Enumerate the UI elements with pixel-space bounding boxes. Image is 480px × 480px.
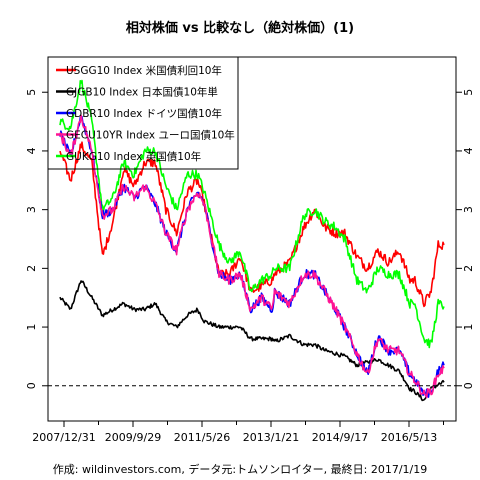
y-tick-label-left: 5 <box>25 89 38 96</box>
y-tick-label-right: 1 <box>462 324 475 331</box>
y-tick-label-right: 0 <box>462 382 475 389</box>
series-line-1 <box>59 280 445 402</box>
y-tick-label-right: 5 <box>462 89 475 96</box>
y-tick-label-right: 2 <box>462 265 475 272</box>
y-tick-label-left: 3 <box>25 206 38 213</box>
series-line-4 <box>59 79 445 349</box>
y-tick-label-right: 4 <box>462 147 475 154</box>
legend-label-4: GUKG10 Index 英国債10年 <box>66 150 201 163</box>
plot-frame <box>47 56 457 422</box>
caption: 作成: wildinvestors.com, データ元:トムソンロイター, 最終… <box>53 462 427 476</box>
series-line-3 <box>59 114 445 399</box>
legend-label-3: GECU10YR Index ユーロ国債10年 <box>66 129 235 142</box>
y-tick-label-left: 0 <box>25 382 38 389</box>
legend-label-0: USGG10 Index 米国債利回10年 <box>66 64 222 77</box>
y-tick-label-right: 3 <box>462 206 475 213</box>
y-tick-label-left: 1 <box>25 324 38 331</box>
x-tick-label: 2016/5/13 <box>381 431 437 444</box>
x-tick-label: 2011/5/26 <box>174 431 230 444</box>
legend: USGG10 Index 米国債利回10年 GJGB10 Index 日本国債10… <box>47 56 239 170</box>
x-tick-label: 2007/12/31 <box>32 431 95 444</box>
y-tick-label-left: 4 <box>25 147 38 154</box>
legend-label-2: GDBR10 Index ドイツ国債10年 <box>66 107 222 120</box>
x-tick-label: 2014/9/17 <box>312 431 368 444</box>
chart-title: 相対株価 vs 比較なし（絶対株価）(1) <box>126 20 354 36</box>
x-tick-label: 2009/9/29 <box>105 431 161 444</box>
y-tick-label-left: 2 <box>25 265 38 272</box>
legend-box <box>47 56 239 170</box>
axes-layer: 0 0 1 1 2 2 3 3 4 4 5 5 2007/12/31 2009/9/29 2011/5/26… <box>25 89 475 444</box>
legend-label-1: GJGB10 Index 日本国債10年単 <box>66 86 218 99</box>
series-line-0 <box>59 141 445 308</box>
x-tick-label: 2013/1/21 <box>243 431 299 444</box>
series-layer <box>59 79 445 402</box>
